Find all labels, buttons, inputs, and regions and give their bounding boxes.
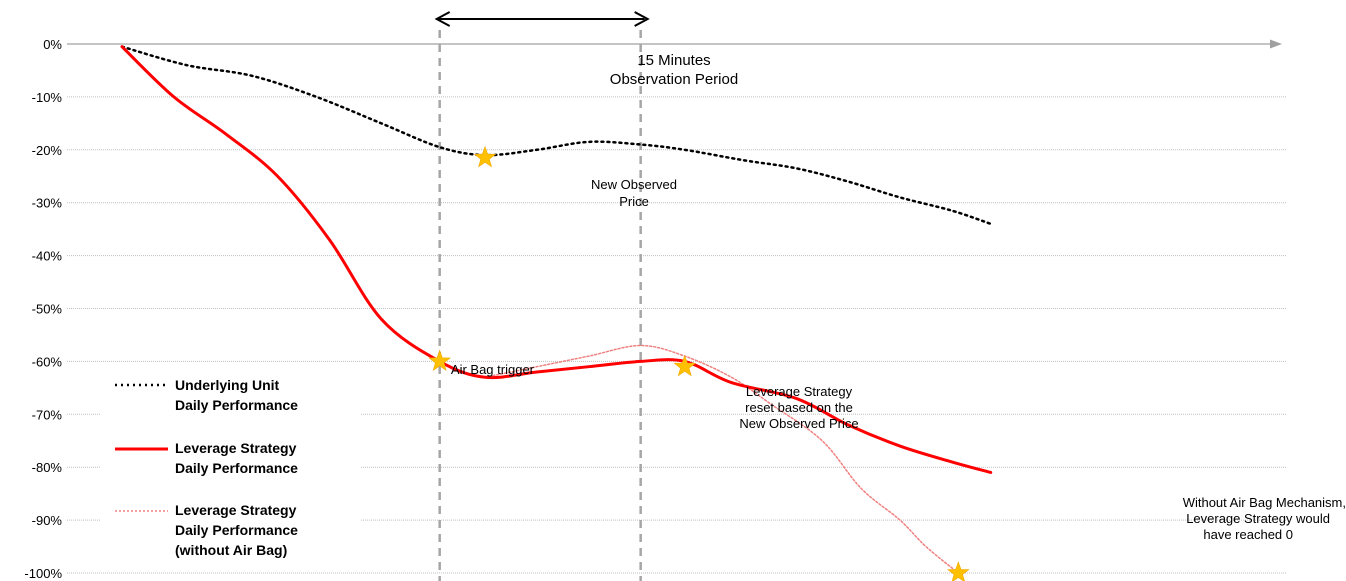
new-observed-price-label-line1: New Observed bbox=[591, 177, 677, 192]
y-tick-label: -80% bbox=[32, 460, 63, 475]
period-arrow-left-head bbox=[434, 11, 451, 27]
period-arrow-right-head bbox=[634, 11, 650, 27]
y-tick-label: -90% bbox=[32, 513, 63, 528]
y-tick-label: -20% bbox=[32, 143, 63, 158]
airbag-trigger-label: Air Bag trigger bbox=[451, 362, 535, 377]
x-axis-arrowhead bbox=[1270, 39, 1282, 49]
y-tick-label: -60% bbox=[32, 354, 63, 369]
annotations: 15 Minutes Observation Period New Observ… bbox=[451, 52, 1346, 542]
legend-label-no-airbag-line1: Leverage Strategy bbox=[175, 502, 297, 518]
series-leverage bbox=[120, 45, 993, 474]
y-tick-label: -10% bbox=[32, 90, 63, 105]
star-marker-icon bbox=[473, 145, 497, 168]
star-marker-icon bbox=[673, 354, 697, 377]
legend-background bbox=[100, 370, 360, 565]
new-observed-price-label-line2: Price bbox=[619, 194, 649, 209]
without-airbag-label-line3: have reached 0 bbox=[1203, 527, 1293, 542]
legend-label-leverage-line1: Leverage Strategy bbox=[175, 440, 297, 456]
gridlines bbox=[67, 39, 1286, 574]
legend: Underlying Unit Daily Performance Levera… bbox=[100, 370, 360, 565]
y-tick-label: -100% bbox=[24, 566, 62, 581]
star-markers bbox=[428, 145, 970, 581]
series-leverage-no-airbag bbox=[484, 344, 960, 574]
legend-label-leverage-line2: Daily Performance bbox=[175, 460, 298, 476]
legend-label-underlying-line2: Daily Performance bbox=[175, 397, 298, 413]
without-airbag-label-line2: Leverage Strategy would bbox=[1186, 511, 1330, 526]
period-label-line2: Observation Period bbox=[610, 71, 738, 88]
series-underlying bbox=[120, 45, 992, 226]
series-lines bbox=[120, 45, 993, 574]
star-marker-icon bbox=[428, 349, 451, 372]
reset-label-line3: New Observed Price bbox=[739, 416, 858, 431]
legend-label-no-airbag-line2: Daily Performance bbox=[175, 522, 298, 538]
y-tick-label: 0% bbox=[43, 37, 62, 52]
reset-label-line1: Leverage Strategy bbox=[746, 384, 853, 399]
y-axis-ticks: 0% -10% -20% -30% -40% -50% -60% -70% -80% -90% -1… bbox=[24, 37, 62, 581]
y-tick-label: -30% bbox=[32, 196, 63, 211]
reset-label-line2: reset based on the bbox=[745, 400, 853, 415]
legend-label-no-airbag-line3: (without Air Bag) bbox=[175, 542, 287, 558]
y-tick-label: -70% bbox=[32, 407, 63, 422]
star-marker-icon bbox=[947, 561, 970, 581]
without-airbag-label-line1: Without Air Bag Mechanism, bbox=[1183, 495, 1346, 510]
period-label-line1: 15 Minutes bbox=[637, 52, 710, 69]
observation-period-guides bbox=[434, 11, 650, 581]
y-tick-label: -40% bbox=[32, 249, 63, 264]
y-tick-label: -50% bbox=[32, 302, 63, 317]
legend-label-underlying-line1: Underlying Unit bbox=[175, 377, 280, 393]
